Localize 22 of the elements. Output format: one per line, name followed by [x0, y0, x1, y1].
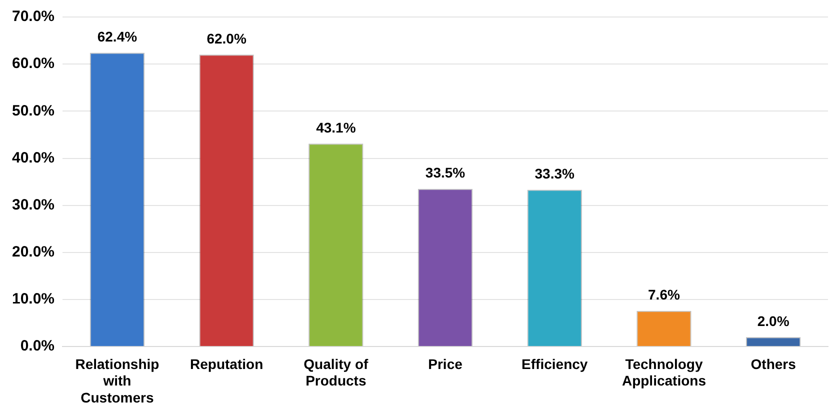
y-tick-label: 40.0%: [12, 149, 55, 166]
x-tick-label: Technology Applications: [622, 356, 706, 389]
data-label: 43.1%: [316, 120, 356, 136]
y-tick-label: 0.0%: [20, 338, 55, 355]
x-tick-label: Relationship with Customers: [75, 356, 160, 406]
y-tick-label: 60.0%: [12, 55, 55, 72]
data-label: 7.6%: [648, 286, 680, 303]
data-label: 62.0%: [206, 30, 247, 47]
y-tick-label: 20.0%: [12, 244, 55, 261]
data-label: 62.4%: [97, 28, 138, 45]
x-tick-label: Quality of Products: [304, 356, 369, 389]
x-tick-label: Others: [750, 356, 796, 372]
y-tick-label: 50.0%: [12, 102, 55, 120]
x-tick-label: Efficiency: [522, 356, 588, 372]
data-label: 33.3%: [534, 166, 576, 182]
data-label: 2.0%: [757, 313, 790, 330]
data-label: 33.5%: [425, 164, 466, 181]
y-tick-label: 10.0%: [12, 290, 55, 308]
y-tick-label: 30.0%: [12, 196, 55, 214]
y-tick-label: 70.0%: [12, 8, 55, 26]
x-tick-label: Reputation: [190, 356, 264, 372]
x-tick-label: Price: [428, 356, 463, 372]
